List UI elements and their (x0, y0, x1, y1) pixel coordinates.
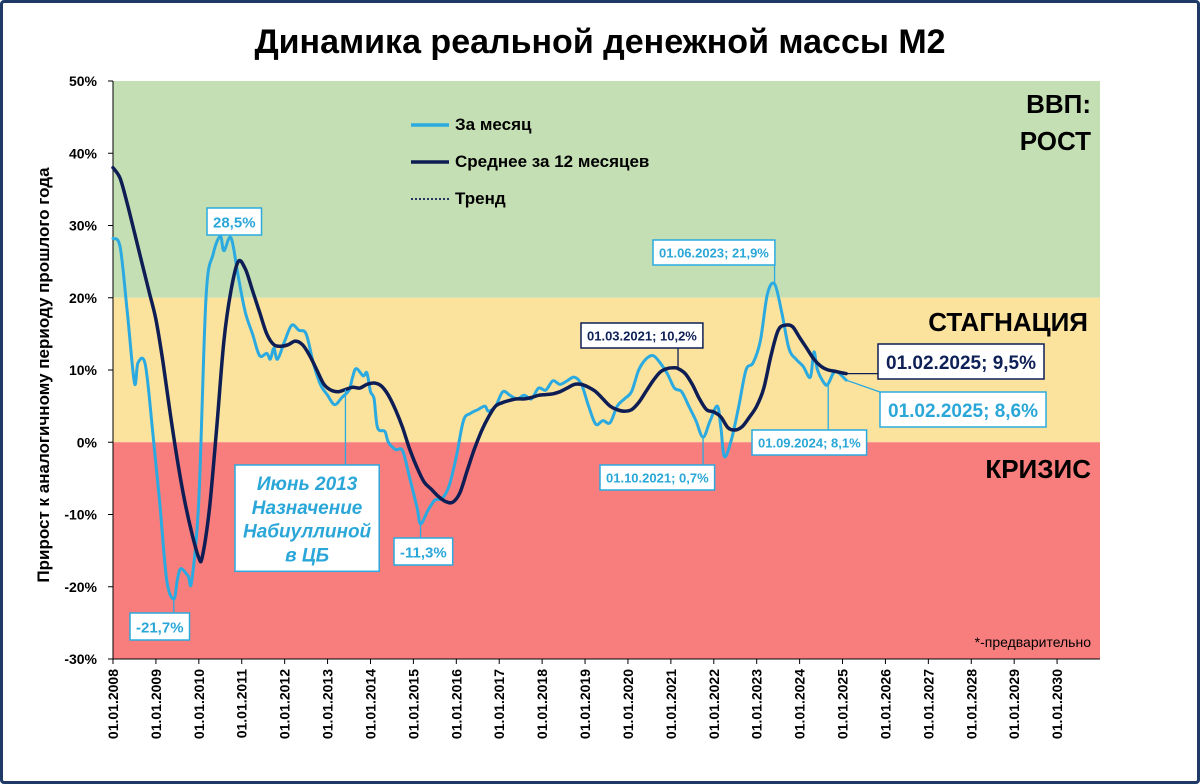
x-tick-label: 01.01.2019 (577, 669, 593, 739)
annotation-text: -11,3% (400, 545, 447, 562)
x-tick-label: 01.01.2010 (191, 669, 207, 739)
annotation-callout: 01.02.2025; 9,5% (846, 343, 1045, 380)
y-tick-label: 20% (69, 290, 98, 306)
legend-entry: Тренд (455, 189, 506, 208)
annotation-box (580, 322, 704, 349)
x-tick-label: 01.01.2023 (749, 669, 765, 739)
zone-label: СТАГНАЦИЯ (928, 307, 1088, 337)
annotation-callout: -11,3% (393, 523, 454, 566)
series-line-monthly (111, 234, 848, 601)
annotation-callout: 01.06.2023; 21,9% (652, 239, 776, 285)
y-tick-label: -10% (64, 507, 97, 523)
annotation-callout: -21,7% (129, 599, 191, 641)
x-tick-label: 01.01.2012 (277, 669, 293, 739)
annotation-box (652, 239, 776, 266)
annotation-text: Июнь 2013 (257, 474, 358, 495)
x-tick-label: 01.01.2009 (148, 669, 164, 739)
annotation-callout: 01.10.2021; 0,7% (599, 437, 716, 491)
y-tick-label: -20% (64, 579, 97, 595)
annotation-text: Назначение (252, 498, 363, 519)
x-tick-label: 01.01.2015 (405, 669, 421, 739)
annotation-box (129, 612, 191, 641)
x-tick-label: 01.01.2022 (706, 669, 722, 739)
legend-entry: За месяц (455, 115, 532, 134)
annotation-text: 01.06.2023; 21,9% (659, 246, 769, 261)
annotation-box (879, 391, 1047, 428)
annotation-box (751, 429, 868, 456)
axes-layer: 50% 40% 30% 20% 10% 0% -10% -20% -30% 01.01.2008 0… (64, 73, 1100, 739)
annotation-box (877, 343, 1045, 380)
annotation-callout: 01.03.2021; 10,2% (580, 322, 704, 369)
x-tick-label: 01.01.2017 (491, 669, 507, 739)
zone-band (113, 81, 1100, 298)
series-line-avg12 (111, 165, 848, 564)
x-tick-label: 01.01.2024 (792, 669, 808, 739)
y-tick-label: 0% (77, 434, 98, 450)
annotation-text: -21,7% (136, 620, 184, 637)
x-tick-label: 01.01.2020 (620, 669, 636, 739)
x-tick-label: 01.01.2011 (234, 669, 250, 739)
y-tick-label: 50% (69, 73, 98, 89)
y-axis-label: Прирост к аналогичному периоду прошлого … (34, 167, 53, 583)
annotation-box (599, 464, 716, 491)
annotation-box (206, 207, 263, 236)
x-tick-label: 01.01.2026 (877, 669, 893, 739)
annotation-text: 28,5% (213, 215, 256, 232)
annotation-callout: 01.02.2025; 8,6% (845, 379, 1047, 428)
legend: За месяц Среднее за 12 месяцев Тренд (411, 115, 649, 208)
x-tick-label: 01.01.2018 (534, 669, 550, 739)
x-tick-label: 01.01.2016 (448, 669, 464, 739)
x-tick-label: 01.01.2029 (1006, 669, 1022, 739)
zone-label: КРИЗИС (985, 454, 1091, 484)
annotation-text: 01.03.2021; 10,2% (587, 329, 697, 344)
x-tick-label: 01.01.2021 (663, 669, 679, 739)
annotations-layer: 28,5% -21,7% -11,3% 01.06.2023; 21,9% 01.03.… (129, 207, 1047, 641)
annotation-text: 01.10.2021; 0,7% (606, 471, 709, 486)
annotation-text: 01.02.2025; 8,6% (888, 401, 1038, 422)
zone-label: ВВП: (1026, 89, 1091, 119)
x-tick-label: 01.01.2025 (835, 669, 851, 739)
legend-entry: Среднее за 12 месяцев (455, 152, 649, 171)
x-tick-label: 01.01.2028 (963, 669, 979, 739)
annotation-box (393, 537, 454, 566)
annotation-text: Набиуллиной (243, 522, 372, 543)
footnote: *-предварительно (975, 634, 1092, 650)
x-tick-label: 01.01.2027 (920, 669, 936, 739)
series-layer (111, 165, 848, 601)
x-tick-label: 01.01.2014 (362, 669, 378, 739)
zone-label: РОСТ (1020, 126, 1091, 156)
annotation-box (234, 464, 380, 573)
chart-title: Динамика реальной денежной массы М2 (254, 23, 945, 61)
y-tick-label: -30% (64, 651, 97, 667)
annotation-text: 01.02.2025; 9,5% (886, 353, 1036, 374)
y-tick-label: 10% (69, 362, 98, 378)
x-tick-label: 01.01.2008 (105, 669, 121, 739)
x-tick-label: 01.01.2030 (1049, 669, 1065, 739)
x-tick-label: 01.01.2013 (320, 669, 336, 739)
y-tick-label: 40% (69, 145, 98, 161)
annotation-text: в ЦБ (285, 545, 329, 566)
chart-svg: ВВП: РОСТ СТАГНАЦИЯ КРИЗИС 50% 40% 30% 20% 10% 0… (34, 23, 1100, 739)
annotation-text: 01.09.2024; 8,1% (758, 436, 861, 451)
y-tick-label: 30% (69, 218, 98, 234)
annotation-callout: 01.09.2024; 8,1% (751, 383, 868, 456)
annotation-callout: 28,5% (206, 207, 263, 237)
annotation-leader (845, 379, 881, 393)
